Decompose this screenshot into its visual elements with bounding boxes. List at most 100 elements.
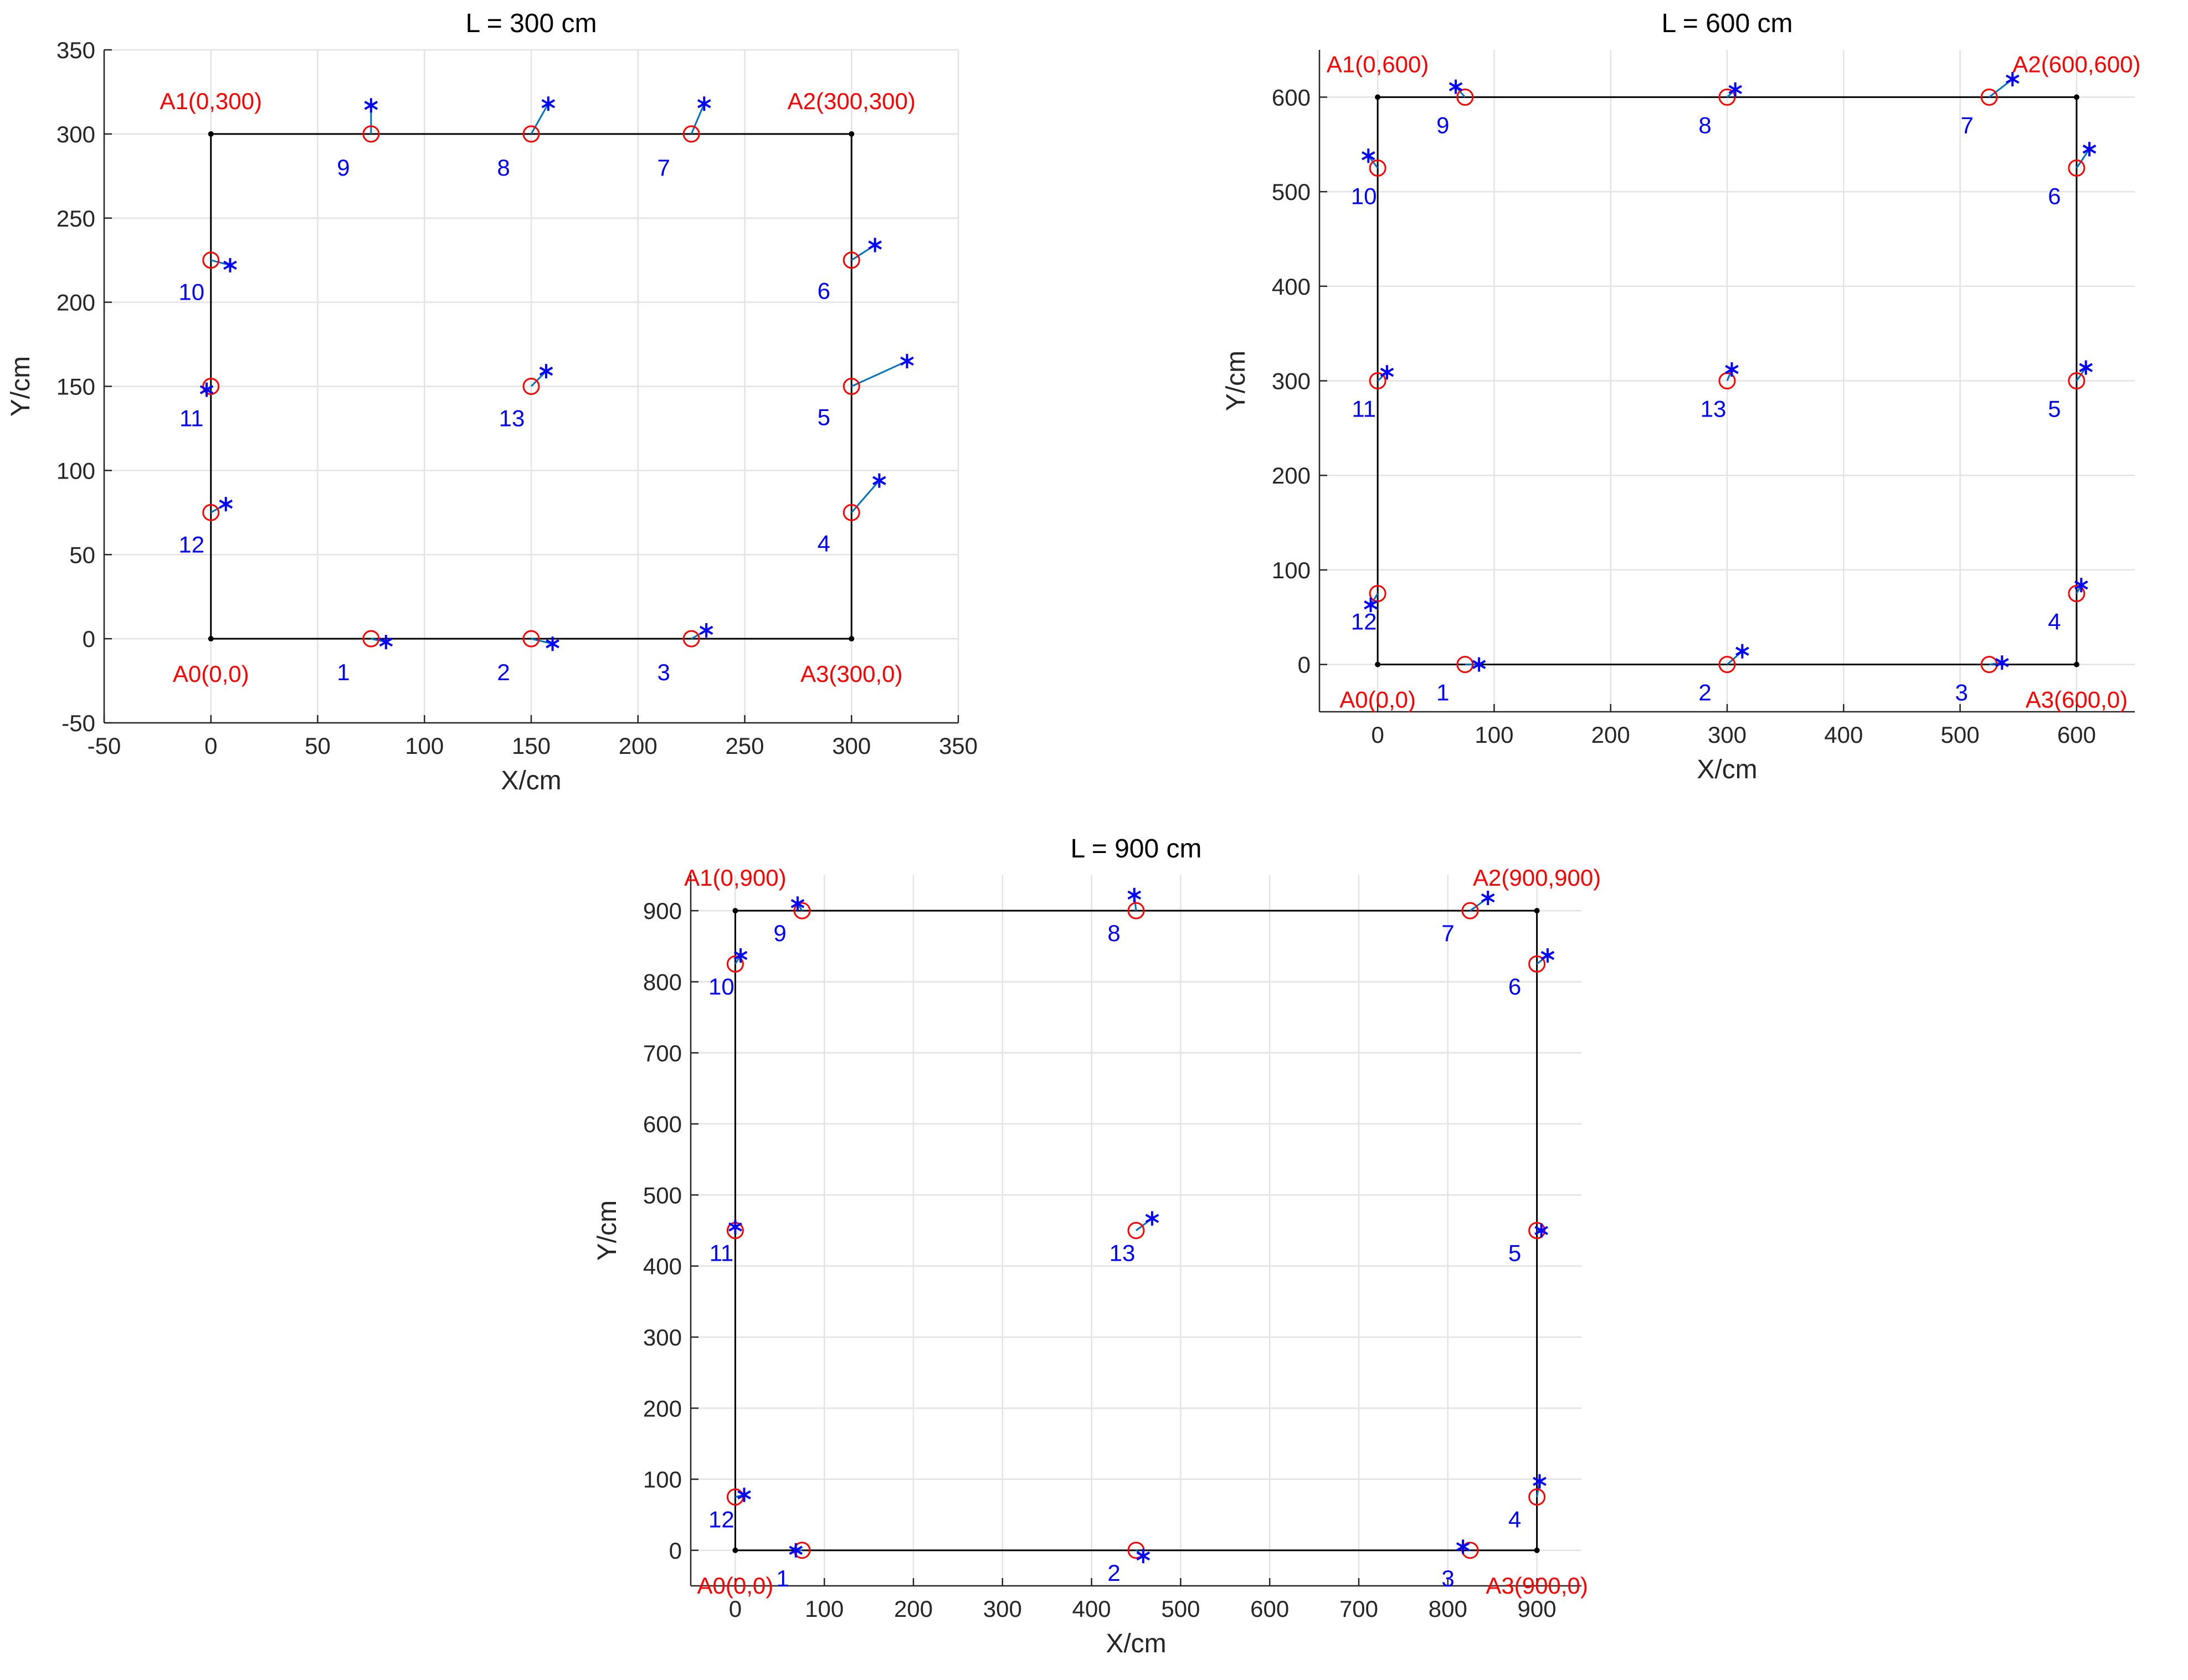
y-axis-title: Y/cm — [1221, 351, 1251, 411]
point-id-label: 4 — [1508, 1507, 1521, 1533]
estimated-position-marker — [2074, 578, 2088, 593]
chart-title: L = 600 cm — [1661, 9, 1792, 38]
anchor-dot — [732, 908, 738, 914]
true-position-marker — [2068, 159, 2086, 177]
estimated-position-marker — [1540, 948, 1555, 963]
error-line — [2076, 148, 2091, 169]
x-tick-label: 600 — [1250, 1596, 1289, 1622]
point-id-label: 8 — [497, 155, 510, 181]
y-tick-label: 300 — [643, 1324, 682, 1350]
anchor-label: A1(0,300) — [160, 88, 262, 114]
point-id-label: 5 — [818, 404, 830, 430]
x-tick-label: 300 — [1708, 722, 1747, 748]
anchor-label: A3(600,0) — [2026, 687, 2128, 713]
estimated-position-marker — [1362, 148, 1375, 163]
estimated-position-marker — [1534, 1223, 1548, 1238]
point-id-label: 5 — [2048, 396, 2061, 422]
true-position-marker — [202, 378, 220, 395]
x-tick-label: 300 — [983, 1596, 1022, 1622]
anchor-label: A2(300,300) — [788, 88, 916, 114]
x-tick-label: 300 — [832, 733, 871, 759]
point-id-label: 9 — [1436, 112, 1449, 138]
anchor-dot — [2073, 94, 2079, 100]
anchor-dot — [1534, 1547, 1540, 1553]
y-tick-label: 900 — [643, 898, 682, 924]
anchor-layer: A0(0,0) A1(0,300) A2(300,300) A3(300,0) — [160, 88, 916, 687]
y-tick-label: 700 — [643, 1040, 682, 1066]
point-id-label: 7 — [1960, 112, 1973, 138]
point-id-label: 12 — [708, 1507, 735, 1533]
estimated-position-marker — [1533, 1474, 1547, 1489]
chart-title: L = 900 cm — [1070, 834, 1201, 864]
estimated-position-marker — [2079, 360, 2093, 375]
point-id-label: 4 — [818, 530, 830, 556]
true-position-marker — [843, 378, 860, 395]
anchor-label: A2(900,900) — [1473, 865, 1601, 891]
y-axis-title: Y/cm — [593, 1200, 622, 1261]
x-tick-label: 0 — [204, 733, 217, 759]
true-position-marker — [2068, 372, 2086, 389]
y-tick-label: 0 — [83, 626, 95, 652]
point-id-label: 3 — [1441, 1565, 1454, 1591]
point-id-label: 10 — [1351, 183, 1377, 209]
axes-layer: -50 0 50 100 150 200 250 300 350 -50 0 50 100 150 200 2… — [57, 37, 978, 759]
x-tick-label: 250 — [725, 733, 764, 759]
anchor-label: A3(900,0) — [1486, 1573, 1588, 1599]
estimated-position-marker — [868, 238, 882, 253]
anchor-label: A0(0,0) — [697, 1573, 774, 1599]
point-id-label: 13 — [1701, 396, 1727, 422]
point-id-label: 11 — [179, 405, 204, 431]
true-position-marker — [1528, 1488, 1546, 1506]
true-position-marker — [843, 251, 860, 269]
true-position-marker — [1461, 902, 1479, 919]
anchor-label: A1(0,900) — [684, 865, 786, 891]
y-tick-label: 50 — [69, 542, 95, 568]
x-tick-label: 500 — [1161, 1596, 1200, 1622]
estimated-position-marker — [1145, 1211, 1159, 1226]
chart-panel-l300: -50 0 50 100 150 200 250 300 350 -50 0 50 100 150 200 2… — [6, 9, 978, 795]
y-tick-label: 400 — [643, 1253, 682, 1280]
x-tick-label: 500 — [1941, 722, 1980, 748]
y-tick-label: 800 — [643, 969, 682, 995]
y-tick-label: 500 — [643, 1182, 682, 1208]
point-id-label: 8 — [1107, 920, 1120, 946]
axes-layer: 0 100 200 300 400 500 600 700 800 900 0 100 200 300 40… — [643, 875, 1581, 1622]
true-position-marker — [522, 125, 540, 143]
x-axis-title: X/cm — [1697, 755, 1757, 784]
y-tick-label: 300 — [57, 121, 95, 147]
x-tick-label: 200 — [894, 1596, 933, 1622]
true-position-marker — [793, 902, 811, 919]
anchor-dot — [2073, 661, 2079, 667]
point-id-label: 7 — [1441, 920, 1454, 946]
true-position-marker — [1127, 902, 1145, 919]
error-line — [851, 360, 908, 387]
point-id-label: 3 — [657, 659, 670, 685]
estimated-position-marker — [1472, 657, 1486, 672]
estimated-position-marker — [546, 636, 559, 651]
y-tick-label: 400 — [1272, 274, 1311, 300]
x-tick-label: 100 — [405, 733, 444, 759]
point-id-label: 12 — [1351, 609, 1377, 635]
estimated-position-marker — [1995, 655, 2009, 670]
y-tick-label: 200 — [643, 1395, 682, 1421]
y-tick-label: -50 — [61, 710, 95, 736]
point-id-label: 1 — [1436, 680, 1449, 706]
estimated-position-marker — [2005, 71, 2020, 86]
point-id-label: 2 — [1107, 1560, 1120, 1586]
estimated-position-marker — [2082, 142, 2097, 157]
estimated-position-marker — [1127, 887, 1142, 902]
anchor-dot — [1534, 908, 1540, 914]
anchor-layer: A0(0,0) A1(0,900) A2(900,900) A3(900,0) — [684, 865, 1601, 1599]
point-id-label: 11 — [710, 1240, 734, 1266]
x-tick-label: 200 — [619, 733, 658, 759]
estimated-position-marker — [1735, 644, 1749, 659]
y-tick-label: 500 — [1272, 179, 1311, 205]
true-position-marker — [1528, 1222, 1546, 1239]
estimated-position-marker — [539, 364, 553, 379]
y-tick-label: 0 — [1298, 652, 1311, 678]
true-position-marker — [1456, 656, 1474, 674]
estimated-position-marker — [1364, 598, 1378, 613]
anchor-dot — [208, 131, 214, 137]
